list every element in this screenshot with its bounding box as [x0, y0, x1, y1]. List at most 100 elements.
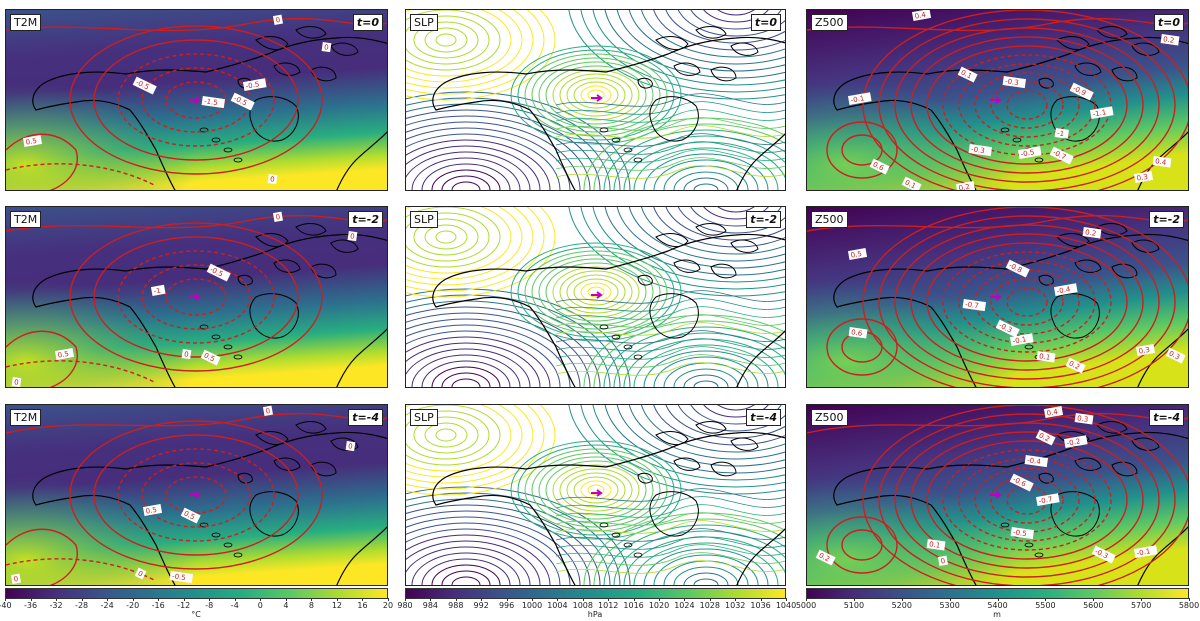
slp-map [406, 10, 785, 190]
slp-contour [566, 77, 626, 113]
slp-contour [580, 405, 785, 488]
contour-label: -0.5 [242, 78, 267, 91]
z500-panel-t=0: 0.4 0.2 0.1 -0.1 -0.3 -0.9 -1.1 -1 -0.7 -0.5 -0.3 0… [806, 9, 1189, 191]
slp-contour [592, 10, 785, 86]
slp-contour [587, 89, 605, 101]
colorbar-tick-label: 1028 [699, 601, 720, 610]
contour-label: -0.1 [1009, 333, 1034, 346]
anomaly-contour [826, 121, 898, 179]
colorbar-tick [735, 598, 737, 601]
colorbar-tick-label: 5000 [795, 601, 817, 610]
slp-colorbar-unit: hPa [587, 610, 603, 619]
anomaly-contour [878, 215, 1176, 387]
slp-contour [545, 262, 647, 322]
contour-label: 0.5 [54, 348, 75, 360]
slp-contour [555, 165, 785, 179]
colorbar-tick-label: 1016 [623, 601, 644, 610]
contour-label: 0 [10, 573, 21, 584]
anomaly-contour [826, 516, 898, 574]
coastlines [432, 421, 785, 585]
coastlines [432, 26, 785, 190]
svg-text:0: 0 [270, 175, 276, 184]
slp-contour [690, 207, 782, 227]
slp-contour [406, 10, 501, 71]
t2m-map: 00-0.5-10 0.50.50 [6, 207, 387, 387]
slp-contour [552, 266, 640, 318]
variable-label: SLP [410, 14, 438, 31]
slp-contour [690, 10, 782, 30]
anomaly-contour [826, 318, 898, 376]
svg-text:-0.5: -0.5 [245, 80, 260, 90]
slp-contour [406, 306, 601, 387]
slp-contour [406, 145, 541, 190]
slp-contour [406, 330, 561, 387]
slp-contour [406, 540, 541, 585]
slp-contour [603, 129, 785, 190]
contour-label: -0.5 [1017, 146, 1042, 159]
svg-text:0.5: 0.5 [145, 506, 157, 516]
colorbar-tick [455, 598, 457, 601]
svg-text:-1: -1 [153, 287, 161, 296]
variable-label: Z500 [811, 211, 848, 228]
contour-label: 0 [347, 231, 358, 242]
anomaly-contour [165, 476, 227, 514]
anomaly-contour [990, 476, 1064, 524]
slp-contour [545, 65, 647, 125]
contour-label: 0 [272, 211, 283, 222]
z500-colorbar-unit: m [993, 610, 1001, 619]
colorbar-tick [760, 598, 762, 601]
slp-contour [411, 552, 521, 585]
slp-contour [580, 10, 785, 93]
slp-contour [441, 372, 491, 387]
slp-contour [524, 250, 668, 334]
slp-contour [653, 159, 759, 190]
anomaly-contour [942, 449, 1112, 551]
anomaly-contour [862, 405, 1188, 585]
anomaly-contour [117, 250, 275, 344]
slp-contour [703, 405, 769, 418]
slp-contour [613, 332, 785, 387]
slp-contour [693, 380, 719, 387]
z500-map: 0.40.20.1-0.1-0.3-0.9-1.1-1-0.7-0.5-0.30… [807, 10, 1188, 190]
slp-contour [406, 348, 531, 387]
anomaly-contour [141, 462, 251, 528]
variable-label: T2M [10, 14, 42, 31]
slp-contour [406, 294, 621, 387]
anomaly-contour [894, 27, 1160, 183]
svg-text:0: 0 [136, 569, 144, 578]
colorbar-tick-label: 5500 [1035, 601, 1056, 610]
slp-contour [640, 10, 785, 58]
contour-label: 0 [272, 14, 283, 25]
colorbar-tick-label: 1032 [725, 601, 746, 610]
t2m-colorbar-unit: °C [191, 610, 201, 619]
slp-contour [673, 368, 739, 387]
contour-label: 0.1 [926, 539, 946, 551]
anomaly-contour [910, 36, 1144, 174]
svg-text:0: 0 [265, 407, 271, 416]
slp-contour [524, 448, 668, 532]
slp-contour [552, 464, 640, 516]
slp-contour [421, 558, 511, 585]
anomaly-contour [990, 278, 1064, 326]
location-marker [990, 96, 1002, 104]
slp-contour [580, 282, 612, 302]
slp-contour [573, 278, 619, 306]
anomaly-contour [942, 251, 1112, 353]
colorbar-tick-label: 5700 [1130, 601, 1152, 610]
colorbar-tick-label: -4 [230, 601, 239, 610]
slp-contour [406, 10, 556, 101]
slp-contour [593, 320, 785, 387]
contour-label: 0.4 [911, 10, 932, 21]
svg-text:0.5: 0.5 [57, 350, 69, 360]
contour-label: -0.1 [847, 92, 872, 105]
contour-label: 0.4 [1152, 156, 1172, 168]
slp-contour [566, 472, 626, 508]
location-marker [189, 491, 201, 499]
colorbar-tick [506, 598, 508, 601]
slp-contour [406, 528, 561, 585]
contour-label: 0.6 [848, 327, 868, 339]
colorbar-tick [949, 598, 951, 601]
time-label: t=0 [1153, 14, 1184, 31]
colorbar-tick [633, 598, 635, 601]
